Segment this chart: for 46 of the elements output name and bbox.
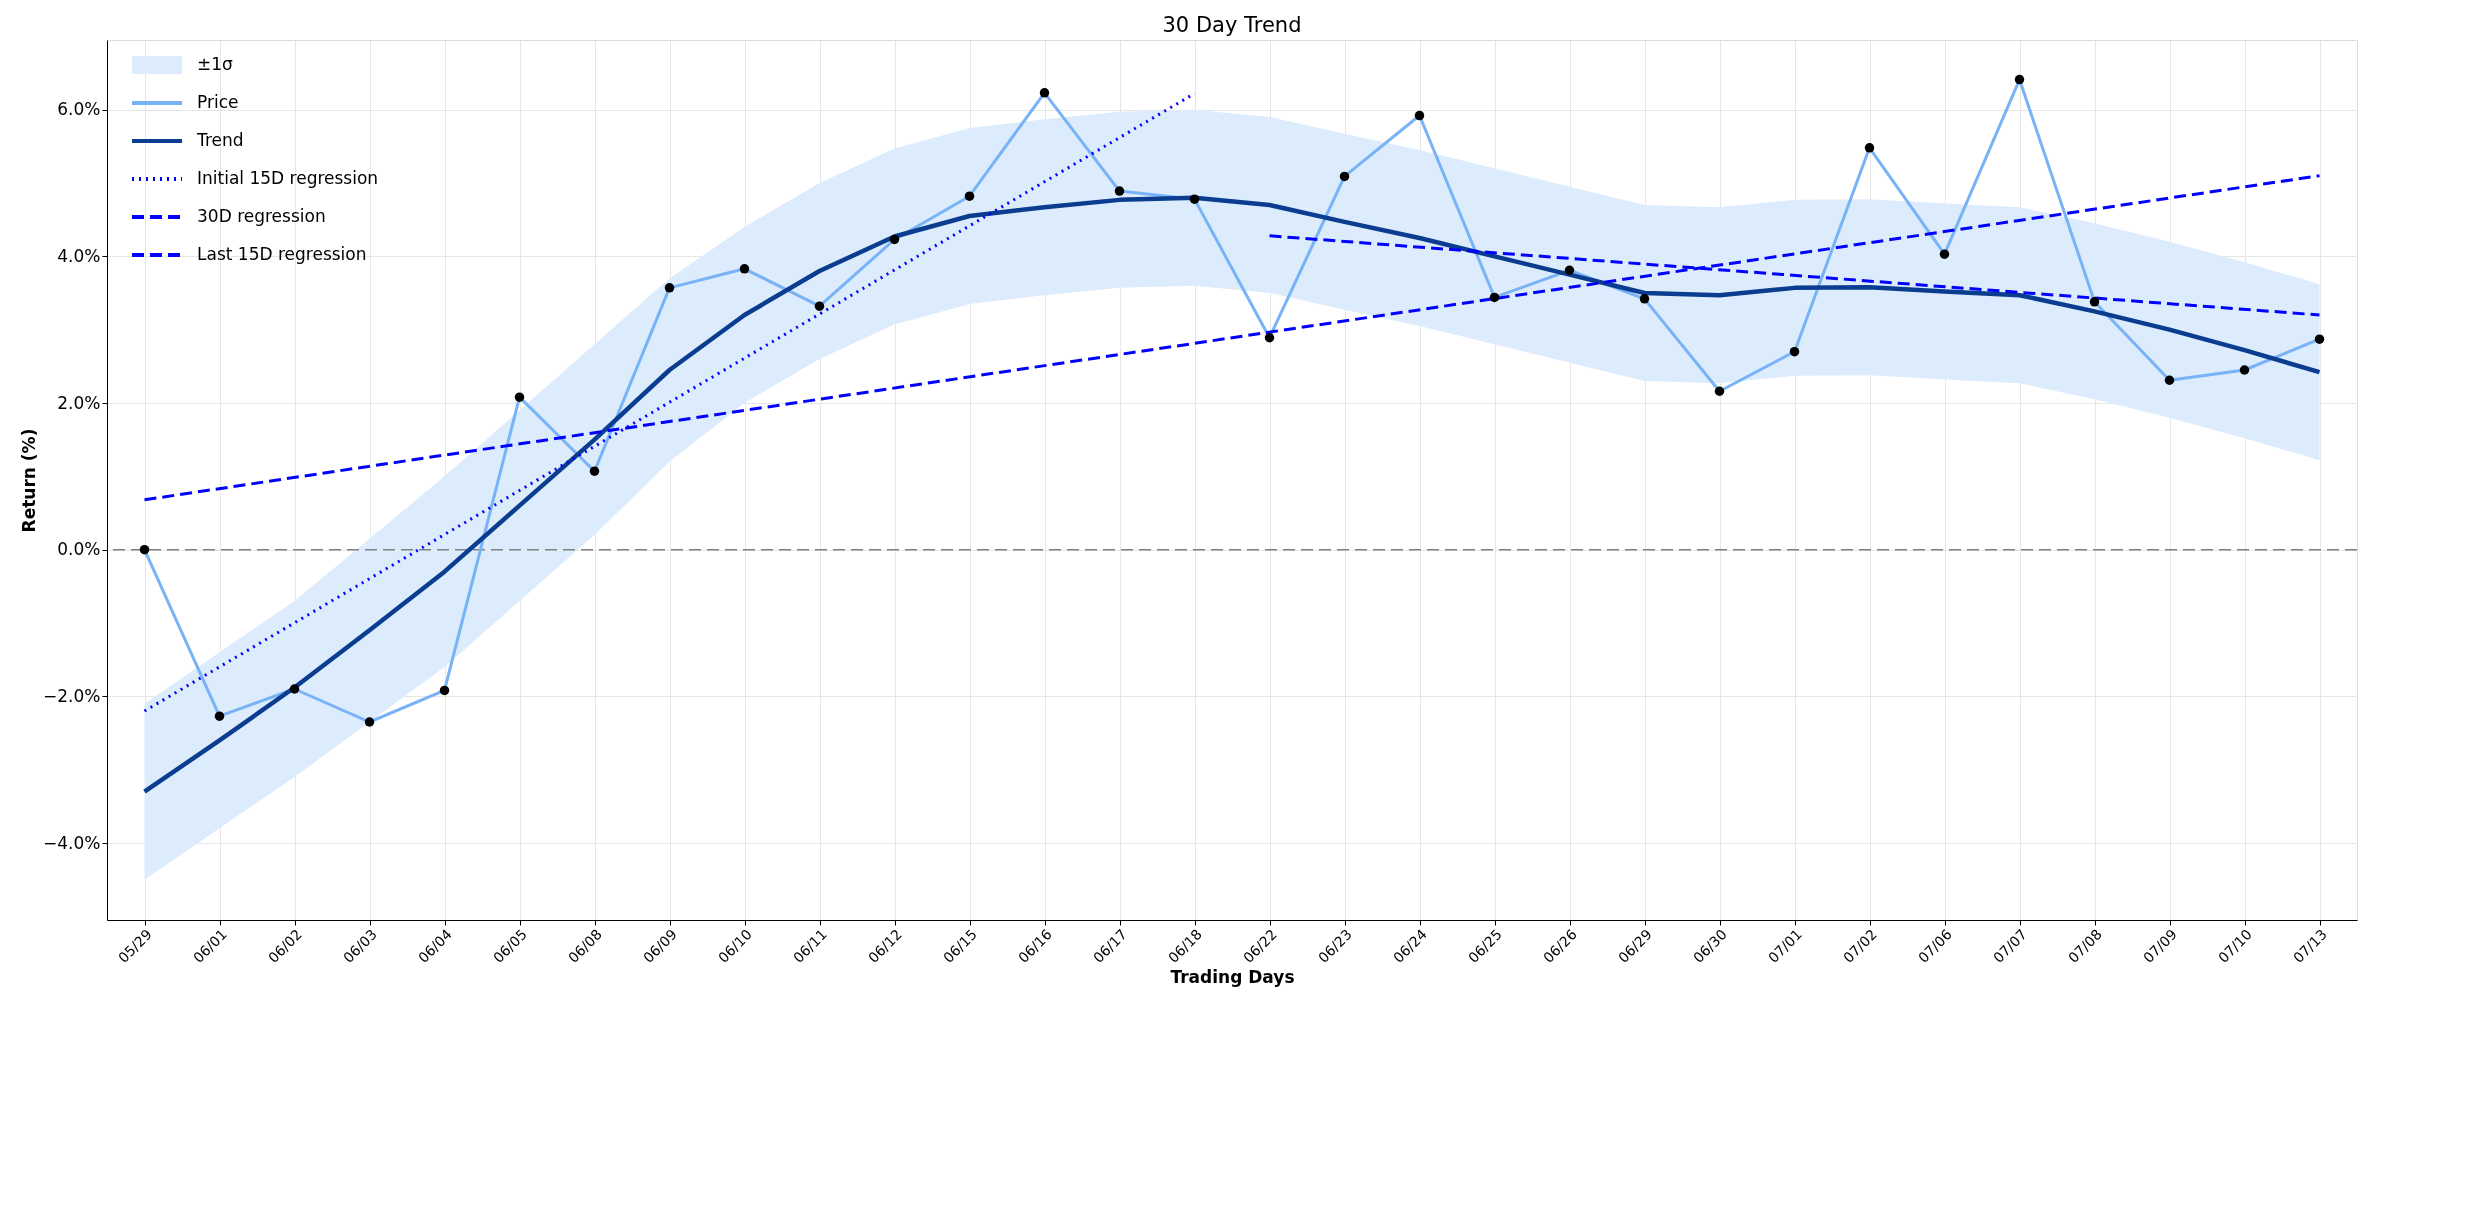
point [1414,110,1425,121]
point [1489,292,1500,303]
line-series [142,195,2322,794]
point [2314,334,2325,344]
point [139,544,150,555]
point [739,264,750,274]
annotation: ±1σ [197,54,234,74]
y-axis-title: Return (%) [19,428,40,533]
point [2239,365,2250,375]
point [1114,186,1125,196]
legend-label: Price [197,92,239,112]
y-tick-label: 6.0% [57,99,101,120]
y-tick-label: −2.0% [43,685,101,706]
point [1564,265,1575,275]
chart-title: 30 Day Trend [1162,13,1302,37]
point [814,301,825,311]
y-tick-label: 2.0% [57,392,101,413]
point [1714,386,1725,396]
point [364,717,375,727]
point [1039,88,1050,98]
y-tick-label: −4.0% [43,832,101,853]
point [1864,143,1875,153]
point [2089,297,2100,307]
point [664,283,675,293]
legend-label: 30D regression [197,206,326,226]
point [964,191,975,201]
point [1264,333,1275,343]
point [514,392,525,402]
point [1639,294,1650,304]
point [589,466,600,476]
legend-label: Initial 15D regression [197,168,379,188]
point [1189,194,1200,204]
y-tick-label: 4.0% [57,245,101,266]
y-tick-label: 0.0% [57,539,101,560]
point [214,711,225,721]
point [1339,171,1350,182]
point [439,685,450,696]
point [2014,74,2025,85]
point [1939,249,1950,259]
point [2164,375,2175,385]
legend-label: Trend [196,130,244,150]
legend-label: Last 15D regression [197,244,367,264]
point [889,234,900,245]
x-axis-title: Trading Days [1170,966,1295,987]
point [289,684,300,694]
point [1789,346,1800,357]
